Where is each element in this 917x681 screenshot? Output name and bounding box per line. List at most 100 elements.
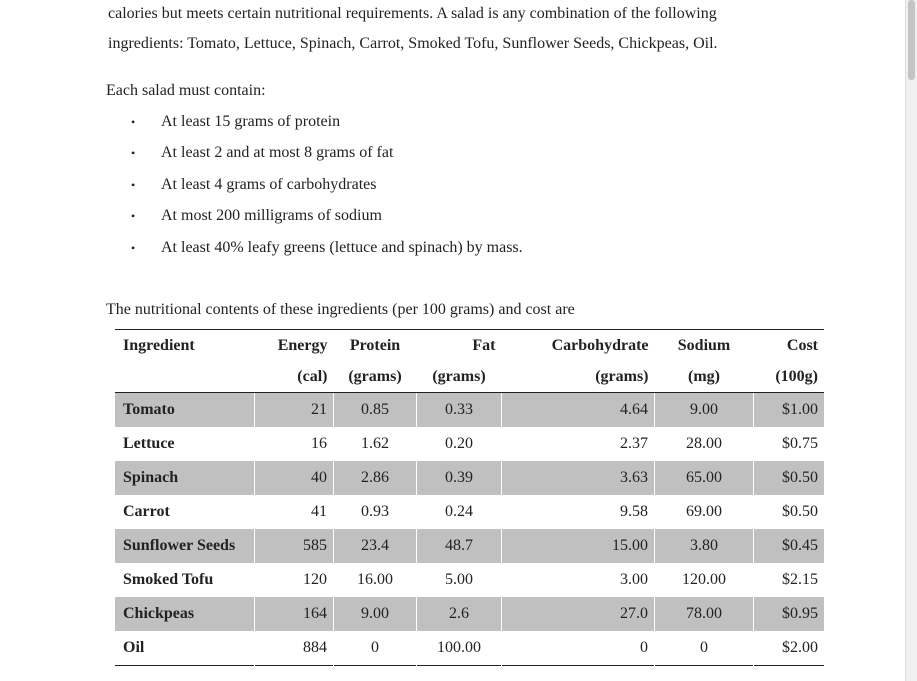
header-energy: Energy (277, 336, 328, 354)
cell-ingredient: Spinach (115, 461, 255, 495)
list-item: • At least 4 grams of carbohydrates (128, 174, 523, 205)
cell-carbohydrate: 15.00 (501, 529, 655, 563)
requirement-text: At least 40% leafy greens (lettuce and s… (161, 238, 523, 256)
cell-fat: 100.00 (416, 631, 502, 666)
cell-cost: $0.50 (753, 461, 824, 495)
header-fat: Fat (472, 336, 496, 354)
header-sodium: Sodium (677, 336, 731, 354)
cell-carbohydrate: 0 (501, 631, 655, 666)
table-row: Oil 884 0 100.00 0 0 $2.00 (115, 631, 824, 666)
list-item: • At least 2 and at most 8 grams of fat (128, 142, 523, 173)
units-cost: (100g) (753, 361, 824, 393)
bullet-icon: • (131, 209, 136, 224)
cell-energy: 41 (254, 495, 334, 529)
cell-cost: $2.15 (782, 571, 818, 588)
table-row: Spinach 40 2.86 0.39 3.63 65.00 $0.50 (115, 461, 824, 495)
cell-protein: 0.93 (333, 495, 417, 529)
header-protein: Protein (349, 336, 401, 354)
header-ingredient: Ingredient (123, 336, 195, 354)
cell-cost: $0.45 (753, 529, 824, 563)
cell-energy: 21 (254, 392, 334, 427)
cell-ingredient: Smoked Tofu (115, 563, 255, 597)
header-carbohydrate: Carbohydrate (551, 336, 649, 354)
cell-protein: 23.4 (333, 529, 417, 563)
cell-cost: $0.75 (782, 435, 818, 452)
list-item: • At least 40% leafy greens (lettuce and … (128, 237, 523, 268)
paragraph-line-2: ingredients: Tomato, Lettuce, Spinach, C… (108, 35, 718, 52)
table-intro: The nutritional contents of these ingred… (106, 301, 575, 318)
cell-sodium: 120.00 (654, 563, 754, 597)
units-carbohydrate: (grams) (501, 361, 655, 393)
cell-fat: 0.33 (416, 392, 502, 427)
list-item: • At least 15 grams of protein (128, 111, 523, 142)
cell-energy: 585 (254, 529, 334, 563)
cell-sodium: 28.00 (654, 427, 754, 461)
units-fat: (grams) (416, 361, 502, 393)
requirement-text: At least 4 grams of carbohydrates (161, 175, 377, 193)
bullet-icon: • (131, 115, 136, 129)
cell-protein: 2.86 (333, 461, 417, 495)
cell-ingredient: Lettuce (115, 427, 255, 461)
scrollbar-thumb[interactable] (908, 0, 915, 80)
cell-fat: 2.6 (416, 597, 502, 631)
table-row: Smoked Tofu 120 16.00 5.00 3.00 120.00 $… (115, 563, 824, 597)
cell-sodium: 9.00 (654, 392, 754, 427)
requirement-text: At most 200 milligrams of sodium (161, 207, 382, 225)
vertical-scrollbar[interactable] (905, 0, 917, 681)
cell-cost: $1.00 (753, 392, 824, 427)
cell-carbohydrate: 4.64 (501, 392, 655, 427)
cell-sodium: 3.80 (654, 529, 754, 563)
cell-ingredient: Oil (115, 631, 255, 666)
requirement-text: At least 15 grams of protein (161, 113, 341, 130)
requirements-list: • At least 15 grams of protein • At least … (128, 111, 523, 268)
cell-protein: 9.00 (333, 597, 417, 631)
cell-fat: 0.24 (416, 495, 502, 529)
cell-energy: 40 (254, 461, 334, 495)
table-row: Chickpeas 164 9.00 2.6 27.0 78.00 $0.95 (115, 597, 824, 631)
bullet-icon: • (131, 146, 136, 161)
cell-carbohydrate: 3.00 (501, 563, 655, 597)
cell-fat: 0.20 (416, 427, 502, 461)
cell-energy: 884 (254, 631, 334, 666)
table-units-row: (cal) (grams) (grams) (grams) (mg) (100g… (115, 361, 824, 393)
table-header-row: Ingredient Energy Protein Fat Carbohydra… (115, 330, 824, 362)
header-cost: Cost (786, 336, 818, 354)
cell-energy: 120 (254, 563, 334, 597)
cell-carbohydrate: 3.63 (501, 461, 655, 495)
cell-cost: $0.50 (782, 503, 818, 520)
cell-ingredient: Chickpeas (115, 597, 255, 631)
cell-fat: 0.39 (416, 461, 502, 495)
cell-sodium: 0 (654, 631, 754, 666)
cell-ingredient: Sunflower Seeds (115, 529, 255, 563)
cell-protein: 16.00 (333, 563, 417, 597)
table-row: Lettuce 16 1.62 0.20 2.37 28.00 $0.75 (115, 427, 824, 461)
units-protein: (grams) (333, 361, 417, 393)
cell-protein: 1.62 (333, 427, 417, 461)
cell-sodium: 78.00 (654, 597, 754, 631)
units-ingredient (115, 361, 255, 393)
cell-cost: $0.95 (753, 597, 824, 631)
list-item: • At most 200 milligrams of sodium (128, 205, 523, 236)
table-row: Sunflower Seeds 585 23.4 48.7 15.00 3.80… (115, 529, 824, 563)
cell-carbohydrate: 27.0 (501, 597, 655, 631)
cell-protein: 0.85 (333, 392, 417, 427)
units-energy: (cal) (254, 361, 334, 393)
cell-fat: 5.00 (416, 563, 502, 597)
cell-fat: 48.7 (416, 529, 502, 563)
cell-ingredient: Carrot (115, 495, 255, 529)
cell-ingredient: Tomato (115, 392, 255, 427)
cell-protein: 0 (333, 631, 417, 666)
cell-energy: 164 (254, 597, 334, 631)
units-sodium: (mg) (654, 361, 754, 393)
nutrition-table: Ingredient Energy Protein Fat Carbohydra… (115, 329, 824, 666)
cell-cost: $2.00 (782, 639, 818, 656)
cell-carbohydrate: 9.58 (501, 495, 655, 529)
requirements-heading: Each salad must contain: (106, 82, 266, 99)
cell-sodium: 69.00 (654, 495, 754, 529)
bullet-icon: • (131, 240, 136, 255)
cell-energy: 16 (254, 427, 334, 461)
cell-carbohydrate: 2.37 (501, 427, 655, 461)
table-row: Carrot 41 0.93 0.24 9.58 69.00 $0.50 (115, 495, 824, 529)
table-row: Tomato 21 0.85 0.33 4.64 9.00 $1.00 (115, 392, 824, 427)
